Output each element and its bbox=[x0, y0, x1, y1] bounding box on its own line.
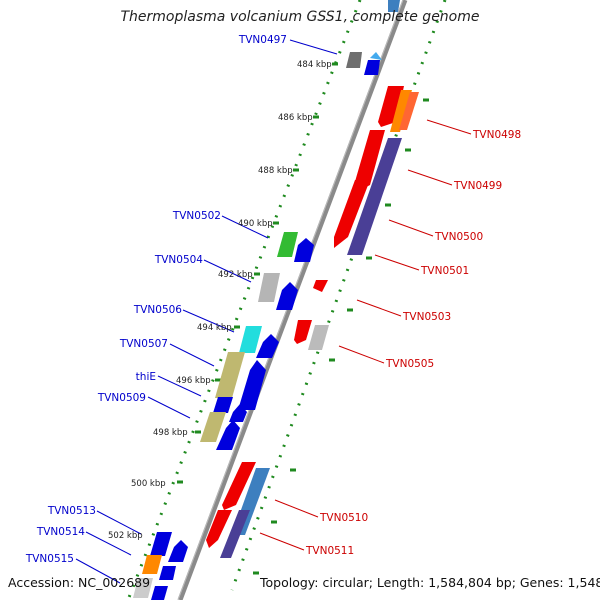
kbp-labels: 484 kbp 486 kbp 488 kbp 490 kbp 492 kbp … bbox=[108, 60, 332, 541]
gene-tvn0499[interactable] bbox=[354, 130, 385, 193]
gene-tvn0497-tip[interactable] bbox=[370, 52, 382, 60]
kbp-label: 484 kbp bbox=[297, 60, 332, 70]
kbp-label: 494 kbp bbox=[197, 323, 232, 333]
gene-label-tvn0514[interactable]: TVN0514 bbox=[36, 526, 85, 538]
gene-label-tvn0511[interactable]: TVN0511 bbox=[305, 545, 354, 557]
gene-label-tvn0500[interactable]: TVN0500 bbox=[434, 231, 483, 243]
gene-label-tvn0497[interactable]: TVN0497 bbox=[238, 34, 287, 46]
kbp-label: 502 kbp bbox=[108, 531, 143, 541]
gene-tvn0502[interactable] bbox=[277, 232, 298, 257]
gene-tvn0504-strand2[interactable] bbox=[276, 282, 298, 310]
kbp-label: 490 kbp bbox=[238, 219, 273, 229]
gene-tvn0499-strand2[interactable] bbox=[347, 138, 402, 255]
gene-tvn0514-strand2[interactable] bbox=[159, 566, 176, 580]
kbp-label: 498 kbp bbox=[153, 428, 188, 438]
gene-label-tvn0499[interactable]: TVN0499 bbox=[453, 180, 502, 192]
gene-tvn0506[interactable] bbox=[239, 326, 262, 353]
gene-tvn0507-strand2[interactable] bbox=[238, 360, 266, 410]
gene-tvn0504[interactable] bbox=[258, 273, 280, 302]
gene-label-tvn0515[interactable]: TVN0515 bbox=[25, 553, 74, 565]
gene-tvn0506-strand2[interactable] bbox=[256, 334, 279, 358]
gene-tvn0498[interactable] bbox=[378, 86, 404, 127]
gene-tvn0503[interactable] bbox=[313, 280, 328, 292]
gene-tvn0498-strand2[interactable] bbox=[390, 90, 412, 132]
gene-label-tvn0513[interactable]: TVN0513 bbox=[47, 505, 96, 517]
gene-label-tvn0502[interactable]: TVN0502 bbox=[172, 210, 221, 222]
topology-text: Topology: circular; Length: 1,584,804 bp… bbox=[260, 575, 600, 590]
gene-top-partial[interactable] bbox=[388, 0, 400, 12]
gene-tvn0515[interactable] bbox=[133, 578, 153, 598]
gene-tvn0511[interactable] bbox=[206, 510, 232, 548]
gene-tvn0497[interactable] bbox=[346, 52, 362, 68]
gene-label-tvn0507[interactable]: TVN0507 bbox=[119, 338, 168, 350]
right-gene-labels: TVN0498 TVN0499 TVN0500 TVN0501 TVN0503 … bbox=[305, 129, 521, 557]
gene-label-tvn0504[interactable]: TVN0504 bbox=[154, 254, 203, 266]
gene-label-tvn0498[interactable]: TVN0498 bbox=[472, 129, 521, 141]
gene-tvn0513-strand2[interactable] bbox=[168, 540, 188, 562]
gene-label-tvn0506[interactable]: TVN0506 bbox=[133, 304, 182, 316]
gene-tvn0505[interactable] bbox=[294, 320, 312, 344]
gene-tvn0509[interactable] bbox=[200, 412, 226, 442]
gene-thie-strand2[interactable] bbox=[229, 404, 247, 422]
kbp-label: 486 kbp bbox=[278, 113, 313, 123]
gene-label-tvn0505[interactable]: TVN0505 bbox=[385, 358, 434, 370]
gene-tvn0505-strand2[interactable] bbox=[308, 325, 329, 350]
kbp-label: 496 kbp bbox=[176, 376, 211, 386]
kbp-label: 488 kbp bbox=[258, 166, 293, 176]
gene-tvn0507[interactable] bbox=[215, 352, 245, 398]
map-title: Thermoplasma volcanium GSS1, complete ge… bbox=[120, 9, 480, 25]
gene-label-thie[interactable]: thiE bbox=[136, 371, 156, 383]
gene-tvn0500[interactable] bbox=[334, 180, 370, 248]
gene-tvn0498-strand3[interactable] bbox=[399, 92, 419, 130]
gene-label-tvn0503[interactable]: TVN0503 bbox=[402, 311, 451, 323]
gene-tvn0509-strand2[interactable] bbox=[216, 420, 240, 450]
gene-tvn0511-strand2[interactable] bbox=[220, 510, 250, 558]
kbp-label: 500 kbp bbox=[131, 479, 166, 489]
gene-tvn0515-strand2[interactable] bbox=[151, 586, 168, 600]
gene-label-tvn0509[interactable]: TVN0509 bbox=[97, 392, 146, 404]
right-connectors bbox=[259, 119, 472, 551]
gene-tvn0510[interactable] bbox=[222, 462, 256, 510]
gene-tvn0513[interactable] bbox=[150, 532, 172, 556]
gene-tvn0514[interactable] bbox=[142, 555, 162, 574]
gene-label-tvn0510[interactable]: TVN0510 bbox=[319, 512, 368, 524]
accession-text: Accession: NC_002689 bbox=[8, 575, 151, 590]
kbp-label: 492 kbp bbox=[218, 270, 253, 280]
gene-tvn0502-strand2[interactable] bbox=[294, 238, 314, 262]
gene-label-tvn0501[interactable]: TVN0501 bbox=[420, 265, 469, 277]
gene-thie[interactable] bbox=[213, 397, 233, 413]
left-gene-labels: TVN0497 TVN0502 TVN0504 TVN0506 TVN0507 … bbox=[25, 34, 287, 565]
left-connectors bbox=[75, 39, 338, 584]
gene-tvn0497-strand2[interactable] bbox=[364, 60, 380, 75]
